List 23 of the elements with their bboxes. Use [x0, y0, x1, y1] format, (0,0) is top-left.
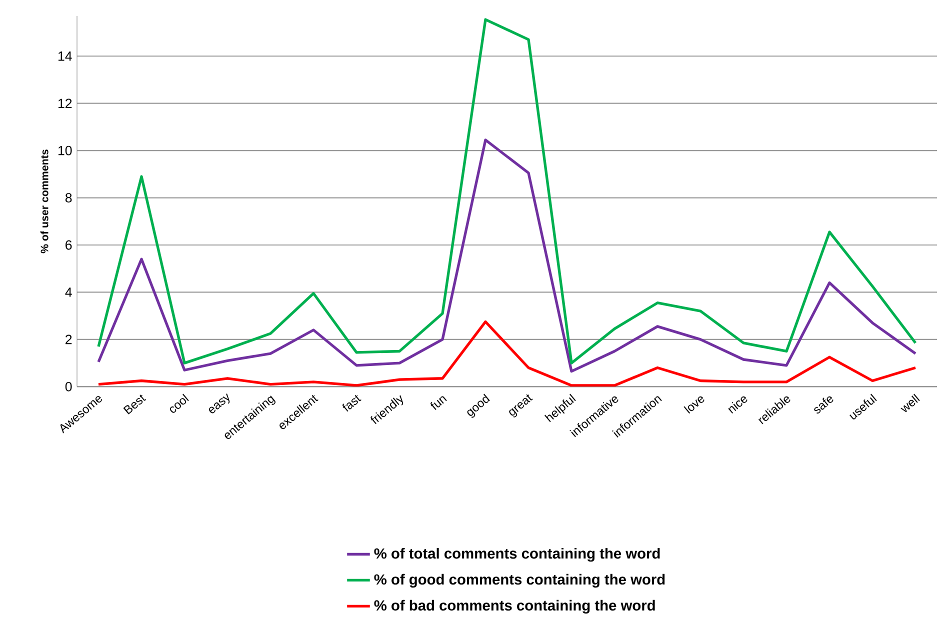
- line-series: [97, 138, 917, 373]
- x-tick-label: fun: [430, 396, 447, 410]
- y-tick-label: 4: [65, 288, 72, 297]
- line-series: [97, 320, 917, 387]
- legend-label: % of total comments containing the word: [374, 548, 660, 562]
- y-tick-label: 0: [65, 382, 72, 392]
- y-tick-label: 12: [58, 98, 72, 108]
- x-tick-label: fast: [342, 394, 362, 412]
- x-tick-label: cool: [170, 394, 189, 413]
- line-series: [97, 18, 917, 364]
- y-tick-label: 2: [66, 334, 72, 344]
- y-tick-label: 8: [65, 193, 72, 202]
- x-tick-label: well: [900, 394, 920, 412]
- legend-label: % of bad comments containing the word: [374, 600, 655, 614]
- y-tick-label: 10: [58, 146, 72, 156]
- y-tick-label: 14: [58, 52, 72, 61]
- x-tick-label: Best: [123, 394, 146, 414]
- x-tick-label: love: [684, 396, 704, 414]
- y-axis-title: % of user comments: [40, 150, 48, 254]
- x-tick-label: safe: [814, 396, 834, 414]
- x-tick-label: nice: [728, 396, 748, 414]
- y-tick-label: 6: [66, 240, 72, 250]
- legend-label: % of good comments containing the word: [374, 574, 665, 588]
